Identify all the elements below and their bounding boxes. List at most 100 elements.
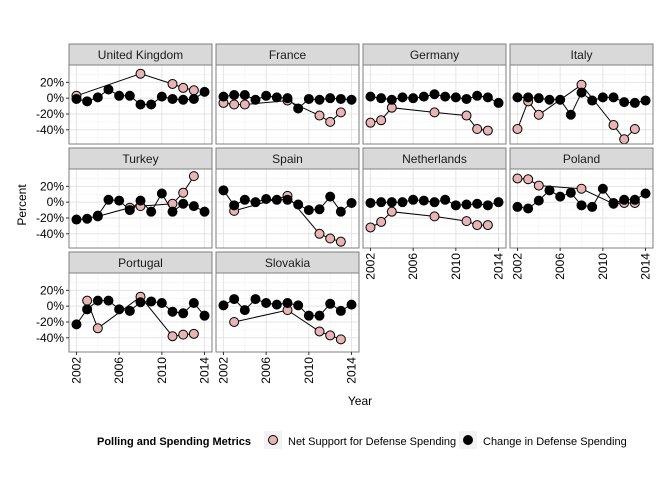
data-point-change [325, 191, 336, 202]
data-point-change [199, 310, 210, 321]
data-point-change [640, 188, 651, 199]
data-point-change [386, 197, 397, 208]
data-point-change [619, 194, 630, 205]
data-point-change [293, 199, 304, 210]
facet-panel: United Kingdom [68, 43, 213, 145]
y-tick-label: -40% [36, 123, 64, 137]
panel-border [362, 64, 507, 145]
data-point-change [335, 305, 346, 316]
y-tick-label: 0% [47, 299, 65, 313]
data-point-change [365, 197, 376, 208]
data-point-change [408, 194, 419, 205]
data-point-change [188, 201, 199, 212]
data-point-support [461, 216, 472, 227]
y-tick-label: -40% [36, 227, 64, 241]
data-point-support [188, 85, 199, 96]
data-point-support [167, 331, 178, 342]
data-point-change [229, 90, 240, 101]
data-point-change [103, 194, 114, 205]
data-point-support [325, 330, 336, 341]
data-point-support [314, 228, 325, 239]
data-point-change [303, 310, 314, 321]
legend-title: Polling and Spending Metrics [97, 436, 251, 448]
x-tick-label: 2002 [216, 357, 230, 384]
y-tick-label: 0% [47, 91, 65, 105]
data-point-change [303, 205, 314, 216]
facet-panel: Slovakia [215, 251, 360, 353]
x-tick-label: 2010 [596, 253, 610, 280]
data-point-change [146, 206, 157, 217]
data-point-change [92, 295, 103, 306]
data-point-change [397, 92, 408, 103]
data-point-change [250, 294, 261, 305]
data-point-change [82, 96, 93, 107]
data-point-change [271, 299, 282, 310]
data-point-change [397, 197, 408, 208]
data-point-change [429, 197, 440, 208]
legend: Polling and Spending Metrics Net Support… [97, 431, 627, 449]
data-point-change [619, 97, 630, 108]
data-point-change [365, 91, 376, 102]
data-point-change [188, 298, 199, 309]
data-point-support [376, 115, 387, 126]
facet-panel: Italy [509, 43, 654, 145]
data-point-support [472, 123, 483, 134]
data-point-change [71, 214, 82, 225]
data-point-change [282, 194, 293, 205]
data-point-change [92, 92, 103, 103]
data-point-change [346, 299, 357, 310]
facet-title: Slovakia [265, 256, 311, 270]
data-point-change [376, 197, 387, 208]
data-point-change [218, 91, 229, 102]
x-tick-label: 2006 [259, 357, 273, 384]
data-point-change [114, 90, 125, 101]
data-point-change [429, 89, 440, 100]
data-point-support [314, 110, 325, 121]
data-point-change [250, 197, 261, 208]
panel-border [509, 168, 654, 249]
data-point-support [629, 123, 640, 134]
facet-title: Portugal [118, 256, 163, 270]
panel-border [215, 64, 360, 145]
data-point-change [82, 304, 93, 315]
data-point-support [335, 236, 346, 247]
panel-border [362, 168, 507, 249]
x-tick-label: 2014 [639, 253, 653, 280]
data-point-change [565, 109, 576, 120]
data-point-support [386, 206, 397, 217]
data-point-change [555, 94, 566, 105]
data-point-support [167, 78, 178, 89]
facet-panel: Poland [509, 147, 654, 249]
data-point-change [565, 187, 576, 198]
panel-border [68, 272, 213, 353]
facet-title: United Kingdom [98, 48, 183, 62]
data-point-change [271, 194, 282, 205]
data-point-change [239, 90, 250, 101]
data-point-change [103, 84, 114, 95]
x-tick-label: 2010 [302, 357, 316, 384]
x-tick-label: 2002 [363, 253, 377, 280]
data-point-change [218, 300, 229, 311]
legend-marker-change [463, 435, 473, 445]
data-point-change [124, 90, 135, 101]
data-point-change [178, 198, 189, 209]
data-point-change [533, 195, 544, 206]
y-tick-label: -20% [36, 107, 64, 121]
data-point-change [103, 295, 114, 306]
data-point-change [146, 99, 157, 110]
facet-panel: Spain [215, 147, 360, 249]
data-point-change [597, 183, 608, 194]
data-point-change [386, 94, 397, 105]
data-point-change [239, 194, 250, 205]
data-point-change [156, 298, 167, 309]
data-point-change [576, 87, 587, 98]
facet-title: Netherlands [402, 152, 467, 166]
data-point-change [482, 92, 493, 103]
data-point-change [124, 205, 135, 216]
data-point-change [229, 200, 240, 211]
data-point-change [314, 204, 325, 215]
x-tick-label: 2014 [198, 357, 212, 384]
data-point-support [512, 173, 523, 184]
data-point-change [92, 210, 103, 221]
